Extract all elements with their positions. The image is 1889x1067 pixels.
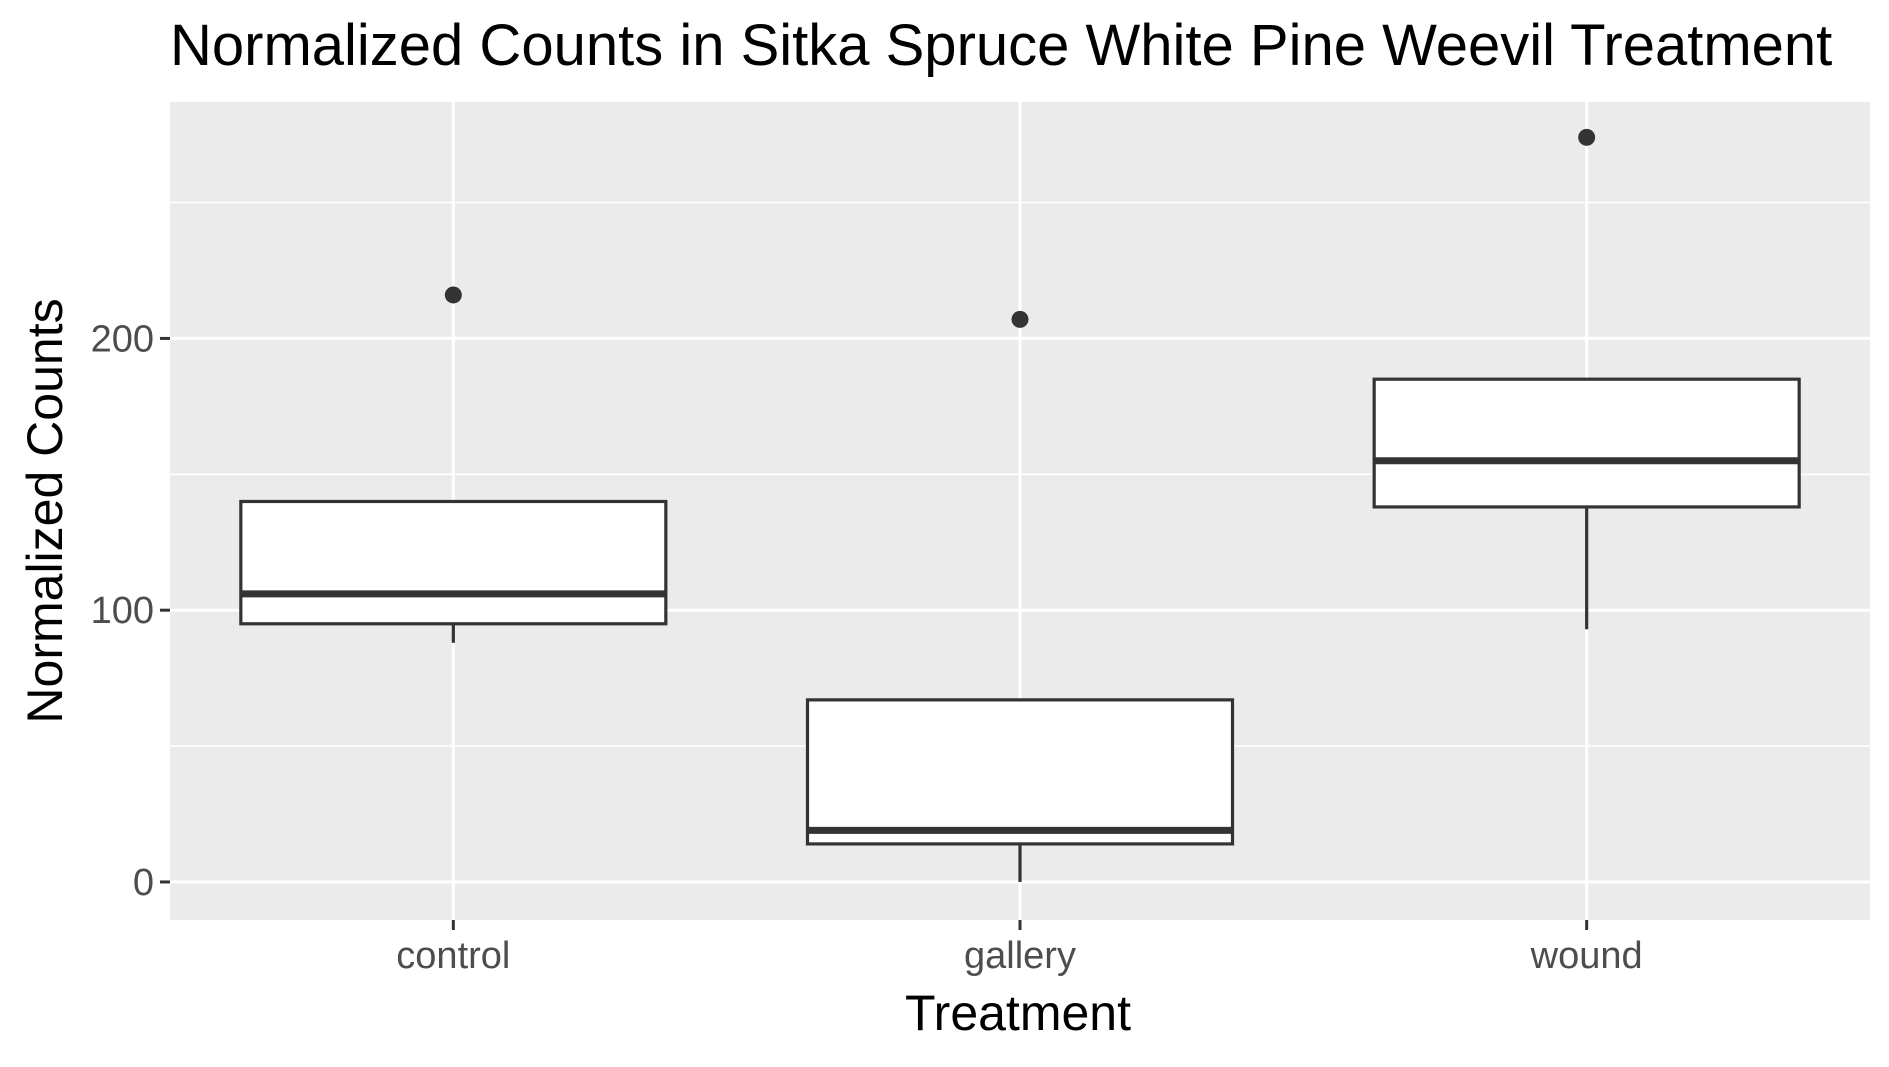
x-axis-title: Treatment <box>905 985 1131 1041</box>
y-axis-title: Normalized Counts <box>17 298 73 723</box>
outlier-point <box>1011 310 1029 328</box>
box-control <box>239 286 668 643</box>
y-tick-label: 200 <box>91 318 154 360</box>
box-gallery <box>805 310 1235 882</box>
outlier-point <box>1578 128 1596 146</box>
grid-lines <box>170 102 1870 920</box>
outlier-point <box>444 286 462 304</box>
box-iqr <box>1372 377 1801 509</box>
boxes <box>239 128 1801 882</box>
axes: 0 100 200 control gallery wound <box>91 318 1643 977</box>
box-iqr <box>805 698 1235 846</box>
y-tick-label: 0 <box>133 862 154 904</box>
x-tick-label: gallery <box>964 935 1076 977</box>
x-tick-label: wound <box>1530 935 1643 977</box>
x-tick-label: control <box>396 935 510 977</box>
chart-title: Normalized Counts in Sitka Spruce White … <box>170 13 1832 78</box>
box-iqr <box>239 499 668 626</box>
box-wound <box>1372 128 1801 630</box>
y-tick-label: 100 <box>91 590 154 632</box>
